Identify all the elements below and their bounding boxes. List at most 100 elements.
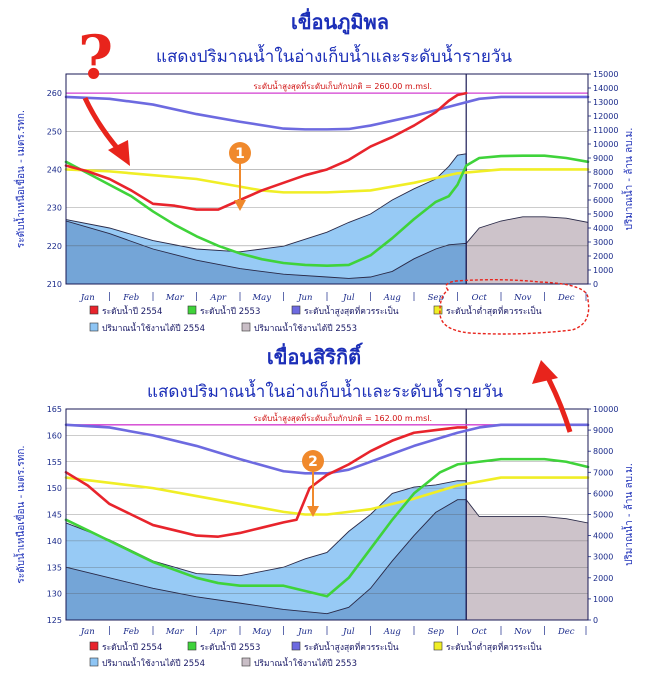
left-axis-title: ระดับน้ำเหนือเขื่อน - เมตร.รทก. [13, 110, 27, 248]
left-tick-label: 165 [47, 405, 62, 414]
legend-label: ระดับน้ำปี 2554 [102, 641, 162, 653]
legend-swatch [433, 641, 443, 651]
legend-swatch [241, 322, 251, 332]
question-mark-annotation: ? [78, 23, 113, 93]
plot-frame [65, 73, 589, 285]
legend-label: ระดับน้ำต่ำสุดที่ควรระเป็น [446, 305, 542, 317]
month-label: May [251, 293, 271, 303]
left-tick-label: 150 [47, 484, 62, 493]
legend-label: ปริมาณน้ำใช้งานได้ปี 2553 [254, 657, 357, 669]
left-tick-label: 210 [47, 280, 62, 289]
right-tick-label: 14000 [593, 84, 618, 93]
chart1-subtitle: แสดงปริมาณน้ำในอ่างเก็บน้ำและระดับน้ำราย… [156, 44, 512, 67]
right-tick-label: 4000 [593, 532, 613, 541]
right-tick-label: 11000 [593, 126, 618, 135]
right-tick-label: 3000 [593, 238, 613, 247]
legend-label: ปริมาณน้ำใช้งานได้ปี 2554 [102, 657, 205, 669]
right-tick-label: 8000 [593, 447, 613, 456]
left-tick-label: 260 [47, 89, 62, 98]
month-label: Apr [209, 293, 227, 303]
right-tick-label: 9000 [593, 154, 613, 163]
right-tick-label: 2000 [593, 574, 613, 583]
legend-label: ปริมาณน้ำใช้งานได้ปี 2554 [102, 322, 205, 334]
right-tick-label: 1000 [593, 266, 613, 275]
legend-label: ระดับน้ำต่ำสุดที่ควรระเป็น [446, 641, 542, 653]
legend-swatch [187, 641, 197, 651]
right-axis-title: ปริมาณน้ำ - ล้าน ลบ.ม. [621, 463, 635, 566]
month-label: Aug [383, 293, 402, 303]
month-label: Aug [383, 627, 402, 637]
left-tick-label: 125 [47, 616, 62, 625]
line-series-0 [64, 91, 468, 211]
month-label: Nov [513, 627, 532, 637]
right-tick-label: 0 [593, 280, 598, 289]
month-label: May [251, 627, 271, 637]
left-tick-label: 155 [47, 458, 62, 467]
right-tick-label: 13000 [593, 98, 618, 107]
month-label: Feb [122, 293, 139, 303]
month-label: Nov [513, 293, 532, 303]
area-series-4 [65, 153, 467, 285]
line-series-1 [64, 457, 590, 598]
legend-swatch [291, 641, 301, 651]
legend-swatch [89, 305, 99, 315]
chart1-title: เขื่อนภูมิพล [291, 7, 389, 36]
legend-label: ระดับน้ำสูงสุดที่ควรระเป็น [304, 641, 399, 653]
legend-swatch [433, 305, 443, 315]
right-tick-label: 9000 [593, 426, 613, 435]
left-tick-label: 220 [47, 242, 62, 251]
legend-swatch [89, 322, 99, 332]
right-tick-label: 0 [593, 616, 598, 625]
chart-bhumibol: 210 220 230 240 250 260 0 1000 2000 3000 4000 5000 6… [13, 70, 635, 334]
legend-swatch [89, 657, 99, 667]
line-series-3 [64, 476, 590, 516]
month-label: Oct [472, 293, 488, 303]
legend-swatch [241, 657, 251, 667]
month-label: Jun [296, 627, 312, 637]
month-label: Mar [165, 627, 185, 637]
left-axis-title: ระดับน้ำเหนือเขื่อน - เมตร.รทก. [13, 445, 27, 583]
chart2-subtitle: แสดงปริมาณน้ำในอ่างเก็บน้ำและระดับน้ำราย… [147, 379, 503, 402]
badge-1-label: 1 [235, 146, 245, 162]
month-label: Jul [341, 293, 355, 303]
legend-swatch [291, 305, 301, 315]
area-overlap [65, 499, 467, 621]
legend-label: ปริมาณน้ำใช้งานได้ปี 2553 [254, 322, 357, 334]
right-tick-label: 15000 [593, 70, 618, 79]
right-tick-label: 5000 [593, 511, 613, 520]
legend-label: ระดับน้ำปี 2553 [200, 641, 260, 653]
line-series-0 [64, 426, 468, 538]
chart-sirikit: 125 130 135 140 145 150 155 160 165 0 1000 2000 3000… [13, 405, 635, 669]
right-tick-label: 10000 [593, 405, 618, 414]
legend-label: ระดับน้ำปี 2553 [200, 305, 260, 317]
plot-frame [65, 408, 589, 621]
left-tick-label: 130 [47, 590, 62, 599]
right-tick-label: 8000 [593, 168, 613, 177]
area-overlap [65, 220, 467, 285]
legend-swatch [187, 305, 197, 315]
month-label: Feb [122, 627, 139, 637]
legend-label: ระดับน้ำปี 2554 [102, 305, 162, 317]
month-label: Jun [296, 293, 312, 303]
left-tick-label: 135 [47, 563, 62, 572]
month-label: Oct [472, 627, 488, 637]
left-tick-label: 140 [47, 537, 62, 546]
left-tick-label: 250 [47, 127, 62, 136]
legend-label: ระดับน้ำสูงสุดที่ควรระเป็น [304, 305, 399, 317]
month-label: Dec [557, 627, 575, 637]
max-storage-label: ระดับน้ำสูงสุดที่ระดับเก็บกักปกติ = 260.… [253, 80, 432, 92]
badge-1: 1 [229, 142, 251, 211]
month-label: Sep [428, 627, 445, 637]
max-storage-label: ระดับน้ำสูงสุดที่ระดับเก็บกักปกติ = 162.… [253, 412, 432, 424]
line-series-1 [64, 154, 590, 267]
month-label: Dec [557, 293, 575, 303]
right-tick-label: 6000 [593, 489, 613, 498]
right-tick-label: 12000 [593, 112, 618, 121]
dashed-highlight-circle [439, 279, 590, 335]
month-label: Mar [165, 293, 185, 303]
red-arrow-annotation-1 [82, 96, 130, 166]
right-tick-label: 2000 [593, 252, 613, 261]
month-label: Sep [428, 293, 445, 303]
right-tick-label: 7000 [593, 468, 613, 477]
